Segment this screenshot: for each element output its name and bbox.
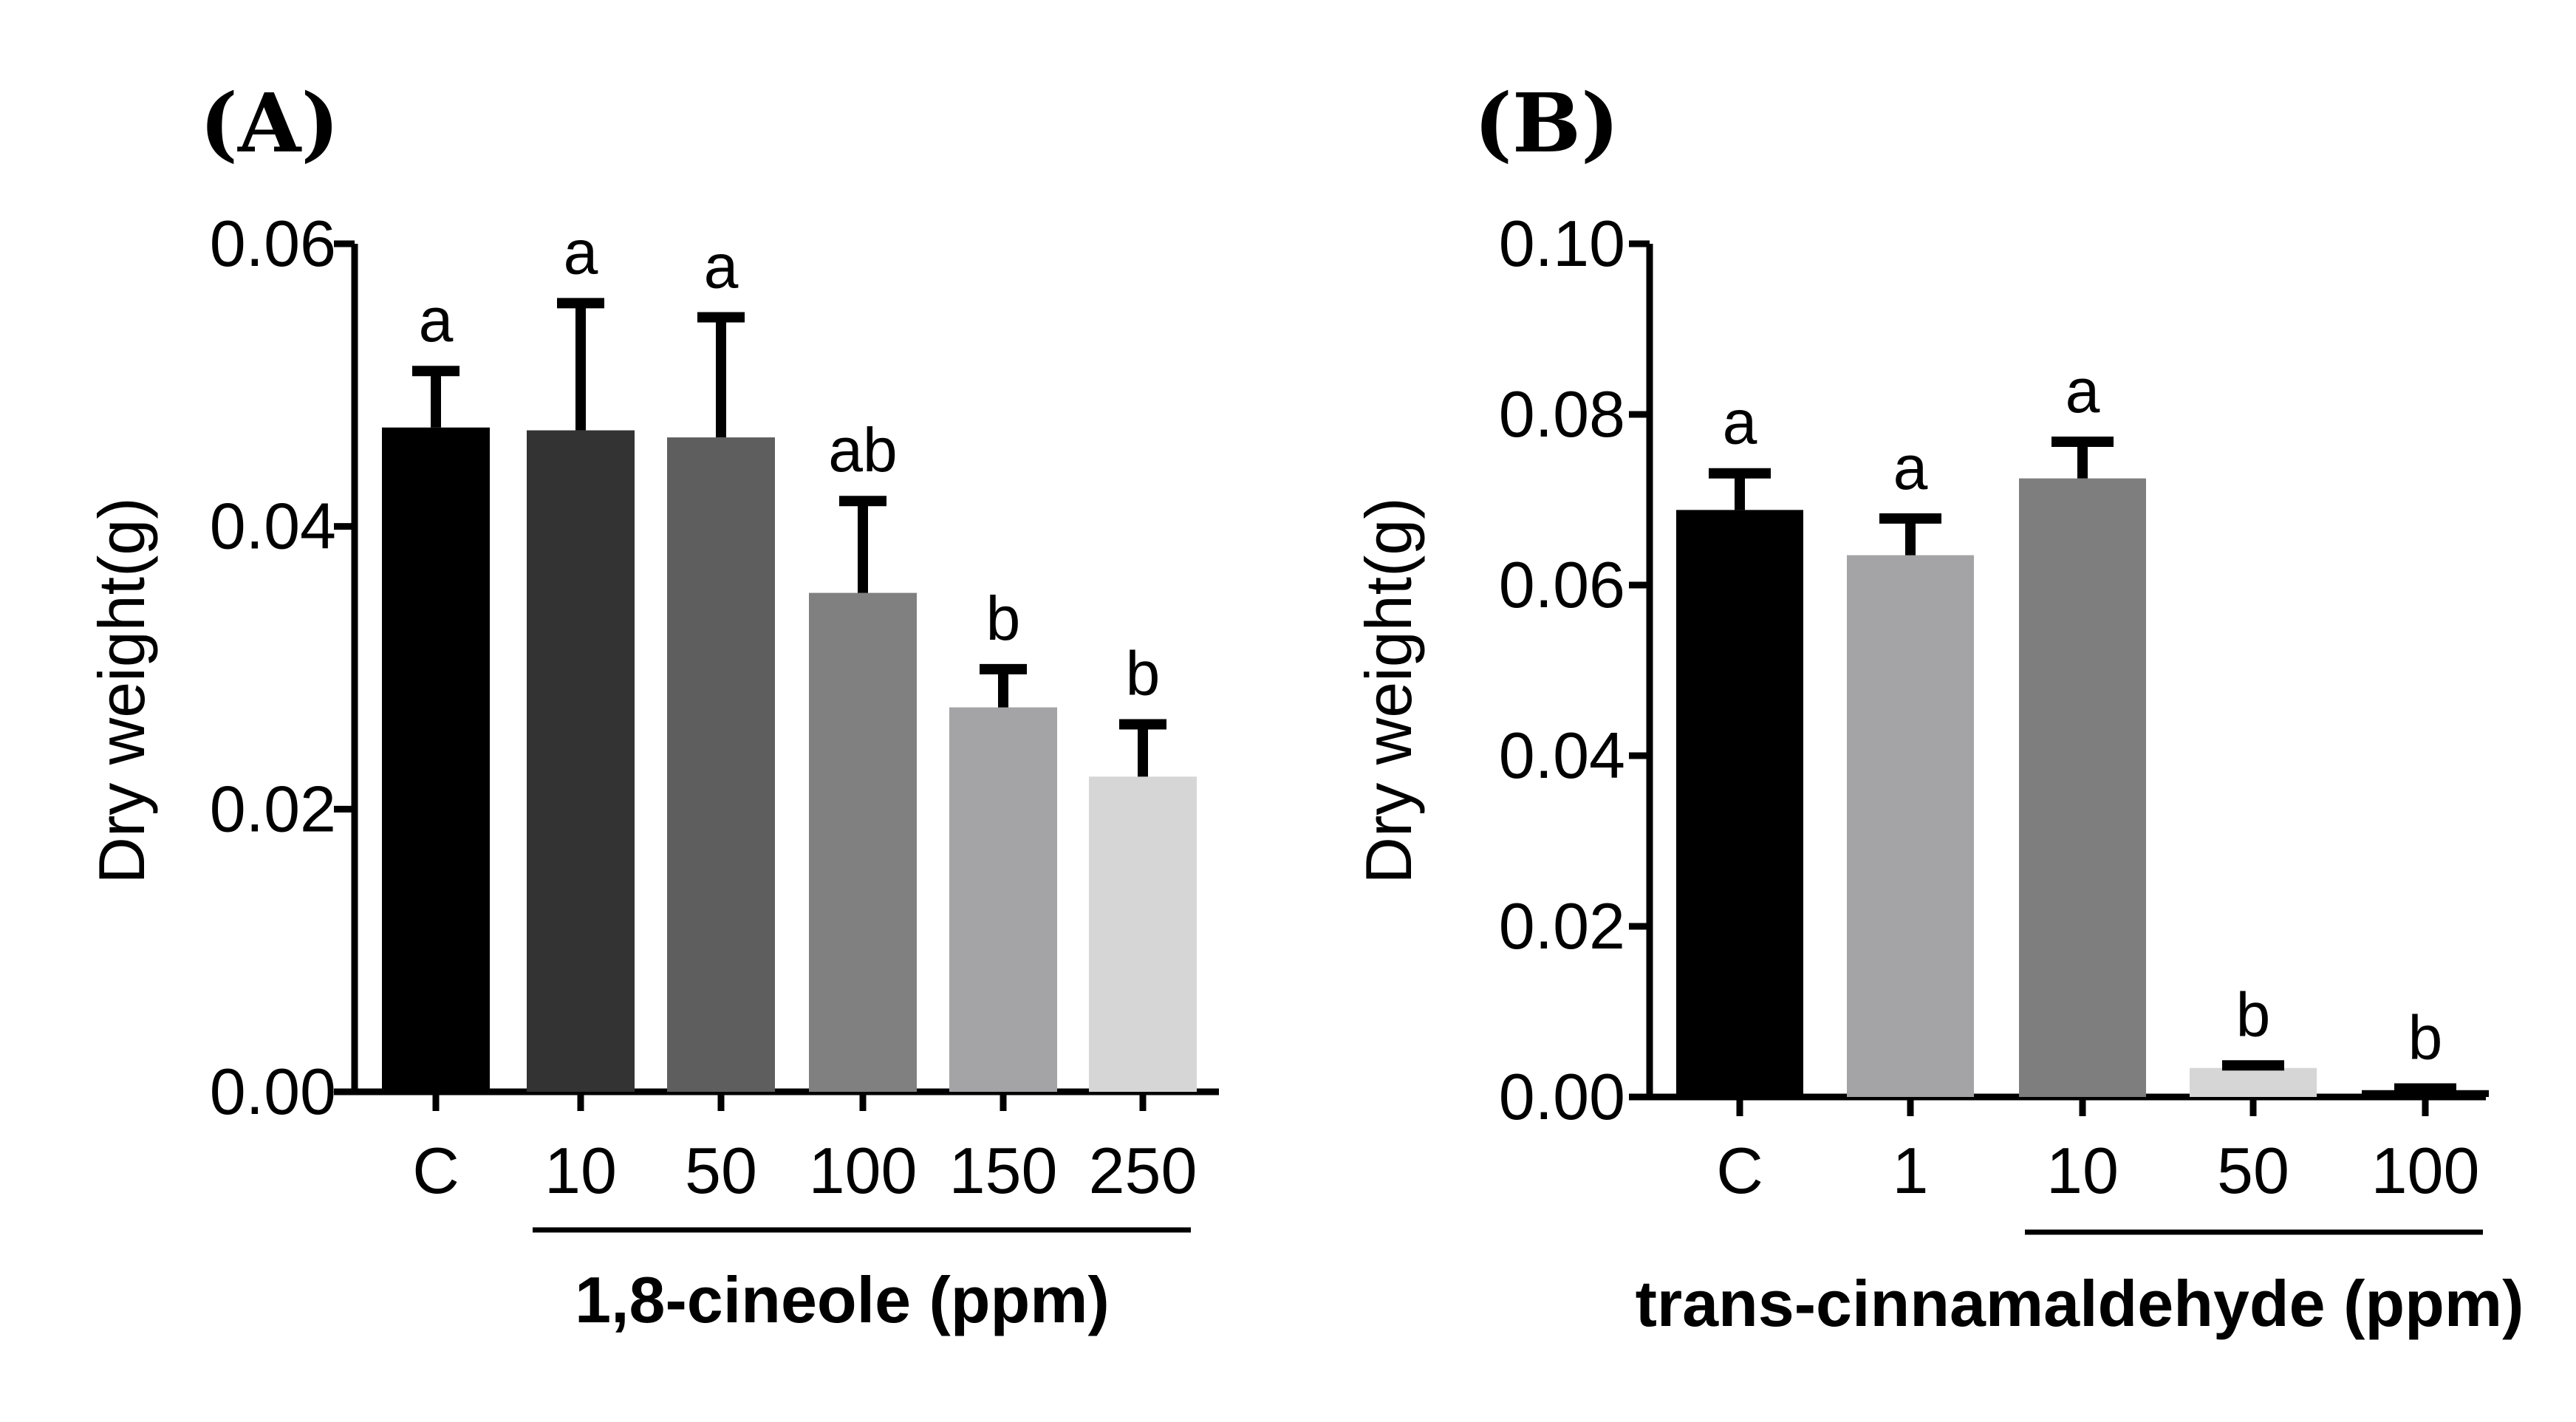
panel-b: (B) Dry weight(g) trans-cinnamaldehyde (… <box>1352 75 2524 1340</box>
panel-b-bar <box>1847 555 1974 1097</box>
panel-a-bar <box>527 430 635 1092</box>
panel-a-category-label: C <box>412 1134 459 1207</box>
panel-b-category-label: 1 <box>1893 1134 1929 1207</box>
panel-b-significance-label: a <box>1893 433 1928 502</box>
panel-a-y-tick-label: 0.04 <box>210 490 336 563</box>
panel-a-category-label: 100 <box>809 1134 918 1207</box>
panel-a-significance-label: a <box>564 217 598 287</box>
panel-a-y-tick-label: 0.06 <box>210 207 336 280</box>
panel-b-y-tick-label: 0.00 <box>1499 1060 1625 1133</box>
panel-a-bar <box>1089 776 1197 1092</box>
panel-b-y-axis-title: Dry weight(g) <box>1352 497 1425 883</box>
panel-a-significance-label: a <box>704 231 739 301</box>
panel-a: (A) Dry weight(g) 1,8-cineole (ppm) 0.00… <box>85 75 1219 1336</box>
panel-b-bar <box>1676 510 1803 1097</box>
panel-a-significance-label: b <box>986 584 1021 653</box>
panel-a-y-tick-label: 0.02 <box>210 772 336 845</box>
panel-b-significance-label: b <box>2236 980 2271 1049</box>
panel-b-x-axis-title: trans-cinnamaldehyde (ppm) <box>1636 1267 2524 1340</box>
panel-b-y-tick-label: 0.08 <box>1499 377 1625 451</box>
panel-a-y-axis-title: Dry weight(g) <box>85 497 158 883</box>
panel-a-category-label: 150 <box>949 1134 1058 1207</box>
panel-a-significance-label: a <box>419 285 454 355</box>
panel-b-significance-label: a <box>2066 356 2100 425</box>
panel-a-x-axis-title: 1,8-cineole (ppm) <box>575 1263 1110 1336</box>
panel-a-bar <box>667 437 775 1092</box>
panel-a-bar <box>809 592 917 1092</box>
panel-b-significance-label: b <box>2408 1002 2443 1072</box>
panel-a-significance-label: b <box>1126 639 1161 708</box>
panel-b-y-tick-label: 0.06 <box>1499 548 1625 621</box>
panel-a-category-label: 50 <box>685 1134 757 1207</box>
panel-a-category-label: 250 <box>1089 1134 1198 1207</box>
panel-a-label: (A) <box>199 75 339 171</box>
panel-b-y-tick-label: 0.10 <box>1499 207 1625 280</box>
panel-b-y-tick-label: 0.02 <box>1499 889 1625 963</box>
panel-b-bar <box>2019 478 2146 1097</box>
panel-b-label: (B) <box>1474 75 1619 171</box>
panel-b-category-label: C <box>1716 1134 1763 1207</box>
panel-b-significance-label: a <box>1723 388 1757 457</box>
panel-b-y-tick-label: 0.04 <box>1499 719 1625 792</box>
panel-b-category-label: 10 <box>2046 1134 2119 1207</box>
panel-a-y-tick-label: 0.00 <box>210 1055 336 1128</box>
panel-b-category-label: 50 <box>2217 1134 2289 1207</box>
panel-b-category-label: 100 <box>2371 1134 2480 1207</box>
panel-a-category-label: 10 <box>544 1134 617 1207</box>
panel-b-bar <box>2190 1067 2317 1097</box>
panel-a-significance-label: ab <box>828 415 897 485</box>
panel-a-bar <box>949 707 1057 1092</box>
panel-a-bar <box>382 427 490 1092</box>
